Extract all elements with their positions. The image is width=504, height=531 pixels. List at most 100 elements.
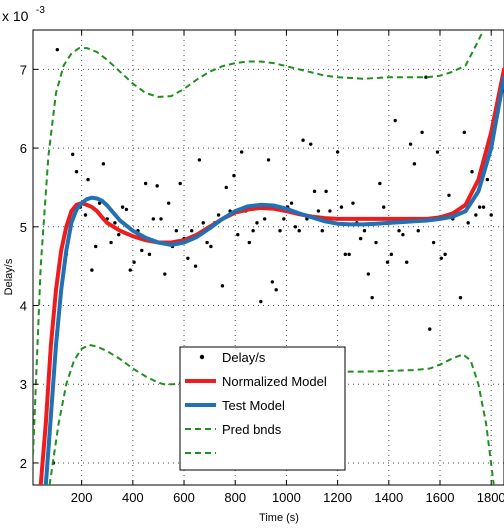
axes: 200 400 600 800 1000 1200 1400 1600 1800 2 3 4 5 6 7	[20, 30, 504, 505]
delay-s-point	[405, 260, 409, 264]
x-tick-label: 1600	[426, 490, 455, 505]
delay-s-point	[55, 47, 60, 52]
legend-label: Delay/s	[222, 350, 266, 365]
legend-box	[179, 346, 346, 471]
delay-s-point	[224, 185, 228, 190]
delay-s-point	[101, 162, 106, 166]
delay-s-point	[412, 162, 417, 166]
delay-s-point	[443, 252, 447, 257]
legend-label: Test Model	[222, 398, 285, 413]
delay-s-point	[120, 205, 125, 209]
delay-s-point	[109, 240, 113, 245]
y-axis-label: Delay/s	[3, 258, 15, 295]
delay-s-point	[143, 181, 148, 186]
delay-s-point	[366, 272, 371, 276]
x-tick-label: 1400	[374, 490, 403, 505]
delay-s-point	[259, 299, 263, 304]
x-tick-label: 600	[173, 490, 195, 505]
delay-s-point	[328, 209, 332, 213]
delay-s-point	[209, 244, 213, 249]
delay-s-point	[166, 201, 171, 205]
delay-s-point	[205, 240, 209, 245]
delay-s-point	[474, 213, 478, 217]
y-tick-label: 3	[20, 377, 27, 392]
delay-s-point	[301, 138, 305, 142]
y-tick-label: 6	[20, 141, 27, 156]
delay-s-point	[193, 264, 198, 268]
delay-s-point	[458, 295, 463, 300]
x-tick-label: 1800	[477, 490, 504, 505]
delay-s-point	[428, 327, 432, 331]
delay-s-point	[439, 256, 443, 260]
delay-s-point	[462, 130, 467, 135]
delay-s-point	[393, 118, 397, 123]
delay-s-point	[339, 205, 344, 209]
y-multiplier-exponent: -3	[36, 5, 45, 16]
delay-s-point	[312, 189, 317, 194]
delay-s-point	[485, 177, 490, 182]
y-multiplier-label: x 10	[2, 8, 29, 24]
legend-marker-dot	[199, 354, 205, 360]
delay-s-point	[70, 152, 75, 157]
delay-s-point	[140, 248, 144, 253]
delay-s-point	[397, 229, 401, 233]
y-tick-label: 7	[20, 62, 27, 77]
legend-items: Delay/s Normalized Model Test Model Pred bn…	[185, 350, 327, 454]
y-tick-label: 5	[20, 220, 27, 235]
delay-s-point	[293, 225, 298, 229]
delay-s-point	[117, 232, 121, 237]
x-tick-label: 1000	[272, 490, 301, 505]
pred-bnds-line	[33, 30, 485, 456]
delay-s-point	[74, 169, 79, 174]
delay-s-point	[408, 142, 413, 146]
delay-s-point	[186, 256, 190, 260]
delay-s-point	[147, 252, 152, 257]
delay-s-point	[370, 295, 374, 300]
delay-s-point	[389, 252, 394, 257]
x-axis-label: Time (s)	[259, 512, 299, 524]
delay-s-point	[236, 232, 240, 237]
delay-s-point	[351, 201, 355, 205]
delay-s-point	[216, 213, 221, 217]
delay-s-point	[282, 217, 286, 221]
x-tick-label: 200	[71, 490, 93, 505]
delay-s-point	[401, 232, 405, 237]
delay-s-point	[262, 217, 267, 221]
delay-s-point	[278, 229, 282, 233]
delay-s-point	[178, 181, 182, 186]
test-model-line	[43, 75, 504, 485]
legend-label: Pred bnds	[222, 422, 282, 437]
delay-s-point	[309, 142, 313, 146]
delay-s-point	[316, 209, 321, 213]
delay-s-point	[132, 260, 136, 264]
delay-s-point	[155, 184, 159, 188]
delay-s-point	[297, 229, 301, 233]
delay-s-point	[324, 189, 328, 194]
x-tick-label: 800	[224, 490, 246, 505]
delay-s-point	[424, 75, 428, 79]
delay-s-point	[97, 201, 102, 205]
delay-s-point	[266, 158, 271, 162]
delay-s-point	[343, 252, 347, 257]
delay-s-point	[358, 236, 363, 241]
delay-s-point	[174, 229, 179, 233]
delay-s-point	[113, 221, 117, 225]
delay-s-point	[489, 213, 493, 217]
delay-s-point	[163, 272, 167, 276]
delay-s-point	[289, 201, 294, 205]
delay-s-point	[94, 244, 98, 249]
delay-s-point	[416, 229, 420, 233]
delay-s-point	[255, 221, 259, 225]
delay-s-point	[320, 229, 324, 233]
x-tick-label: 400	[122, 490, 144, 505]
delay-s-point	[431, 240, 436, 245]
delay-s-point	[159, 217, 163, 221]
grid	[33, 30, 504, 485]
x-tick-label: 1200	[323, 490, 352, 505]
delay-s-point	[124, 207, 129, 212]
delay-s-point	[251, 229, 255, 233]
legend: Delay/s Normalized Model Test Model Pred bn…	[179, 346, 346, 471]
y-tick-label: 4	[20, 299, 27, 314]
delay-s-point	[220, 284, 225, 288]
delay-s-point	[197, 158, 202, 162]
